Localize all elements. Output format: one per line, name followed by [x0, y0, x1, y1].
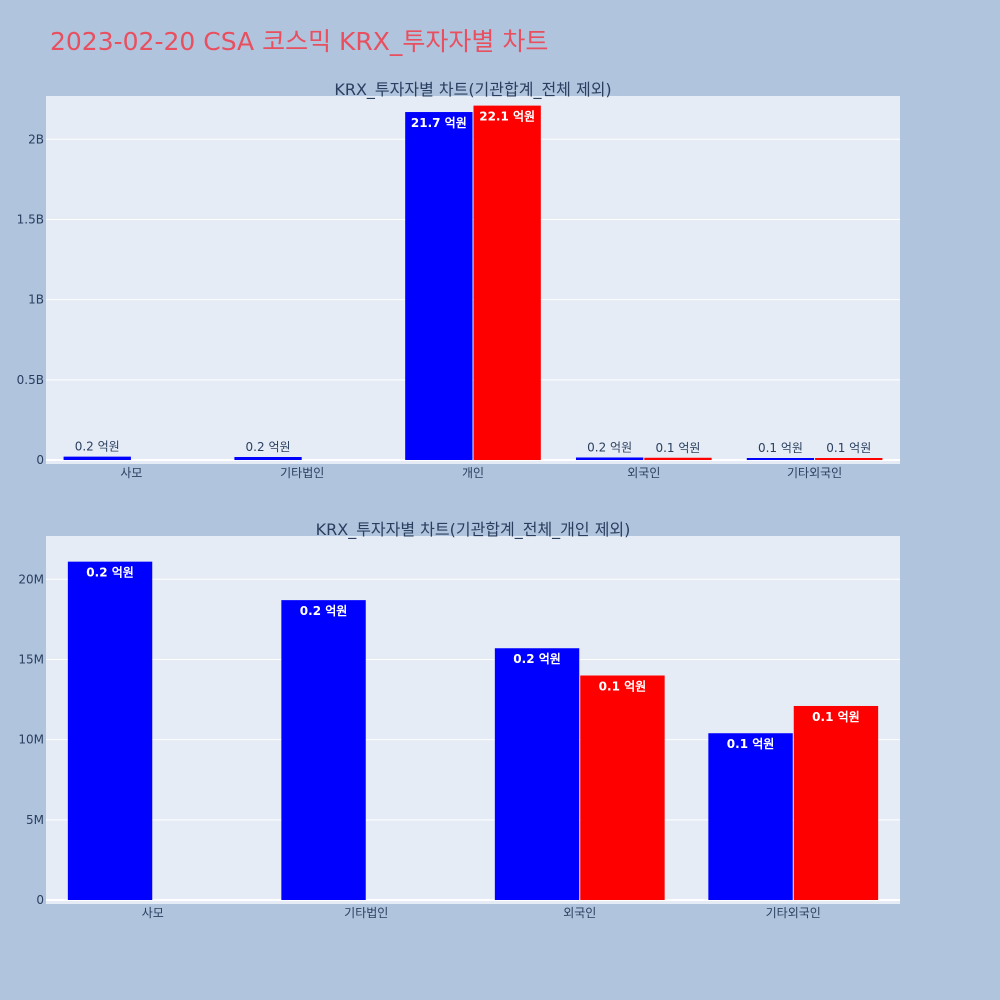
bar	[644, 457, 712, 460]
y-tick-label: 15M	[18, 652, 44, 666]
bar-data-label: 0.1 억원	[655, 441, 700, 455]
y-tick-label: 1.5B	[17, 212, 44, 226]
y-tick-label: 1B	[28, 293, 44, 307]
bar	[746, 458, 815, 460]
bar-data-label: 0.1 억원	[599, 680, 647, 694]
bar	[580, 675, 665, 900]
bar-data-label: 0.2 억원	[75, 440, 120, 454]
x-tick-label: 외국인	[563, 906, 596, 920]
x-tick-label: 사모	[120, 466, 142, 480]
x-tick-label: 기타외국인	[787, 466, 842, 480]
bar	[281, 600, 366, 900]
bar-data-label: 0.2 억원	[587, 440, 632, 454]
x-tick-label: 기타외국인	[766, 906, 821, 920]
bar-data-label: 0.2 억원	[86, 566, 134, 580]
y-tick-label: 5M	[26, 813, 44, 827]
bar-data-label: 0.1 억원	[758, 441, 803, 455]
bar-data-label: 0.2 억원	[300, 604, 348, 618]
plot-area	[46, 96, 900, 464]
x-tick-label: 개인	[462, 466, 484, 480]
y-tick-label: 2B	[28, 132, 44, 146]
bar	[67, 561, 153, 900]
y-tick-label: 0.5B	[17, 373, 44, 387]
y-tick-label: 10M	[18, 733, 44, 747]
y-tick-label: 0	[36, 893, 44, 907]
bar	[494, 648, 580, 900]
x-tick-label: 기타법인	[280, 466, 324, 480]
x-tick-label: 기타법인	[344, 906, 388, 920]
bar	[815, 458, 883, 460]
bar	[575, 457, 644, 460]
bar	[708, 733, 793, 900]
x-tick-label: 사모	[142, 906, 164, 920]
bar-data-label: 0.1 억원	[727, 737, 775, 751]
bar	[405, 112, 473, 460]
bar	[473, 105, 541, 460]
chart-bottom: 0 5M 10M 15M 20M KRX_투자자별 차트(기관합계_전체_개인 제외) 사모…	[18, 520, 900, 920]
page-title: 2023-02-20 CSA 코스믹 KRX_투자자별 차트	[50, 27, 549, 56]
bar-data-label: 0.1 억원	[812, 710, 860, 724]
y-tick-label: 0	[36, 453, 44, 467]
chart-subtitle: KRX_투자자별 차트(기관합계_전체_개인 제외)	[316, 520, 631, 540]
bar-data-label: 22.1 억원	[479, 110, 535, 124]
bar-data-label: 0.2 억원	[513, 652, 561, 666]
y-tick-label: 20M	[18, 572, 44, 586]
bar-data-label: 0.1 억원	[826, 441, 871, 455]
bar	[63, 456, 131, 460]
x-tick-label: 외국인	[627, 466, 660, 480]
bar	[234, 457, 302, 460]
chart-subtitle: KRX_투자자별 차트(기관합계_전체 제외)	[334, 80, 611, 100]
bar-data-label: 0.2 억원	[246, 440, 291, 454]
bar-data-label: 21.7 억원	[411, 116, 467, 130]
bar	[793, 705, 879, 900]
